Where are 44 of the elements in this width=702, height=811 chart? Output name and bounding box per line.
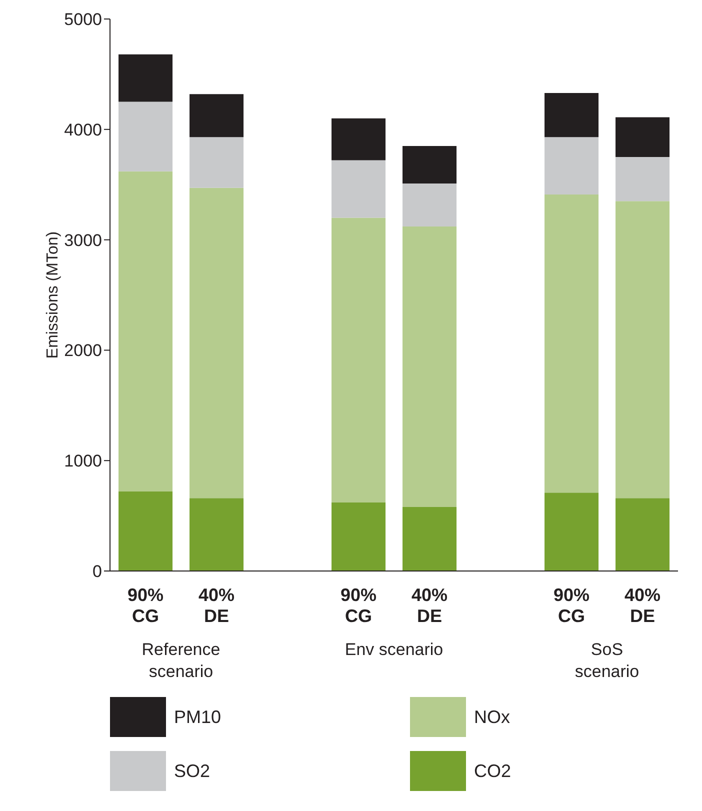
bar	[616, 157, 670, 202]
y-tick-label: 0	[92, 562, 102, 582]
bar	[402, 183, 457, 227]
text: Reference scenario	[140, 639, 222, 683]
bar	[332, 502, 386, 571]
bar	[190, 188, 244, 498]
y-axis-title: Emissions (MTon)	[44, 231, 62, 359]
bar	[118, 492, 173, 571]
y-tick-label: 4000	[64, 120, 102, 140]
bar	[332, 160, 386, 218]
x-tick-label: 90% CG	[127, 585, 164, 626]
text: Env scenario	[344, 639, 444, 661]
bar	[118, 102, 173, 172]
legend-label: SO2	[174, 760, 210, 782]
text: SoS scenario	[574, 639, 640, 683]
bar	[544, 137, 599, 195]
bar	[402, 506, 457, 571]
x-tick-label: 90% CG	[340, 585, 377, 626]
bar	[118, 54, 173, 102]
y-tick-label: 2000	[64, 341, 102, 360]
bar	[544, 194, 599, 493]
x-tick-label: 40% DE	[411, 585, 448, 626]
x-tick-label: 40% DE	[624, 585, 661, 626]
bar	[616, 201, 670, 498]
x-tick-label: 40% DE	[198, 585, 235, 626]
bar	[544, 492, 599, 571]
bar	[332, 118, 386, 160]
bar	[544, 92, 599, 138]
y-tick-label: 5000	[64, 10, 102, 30]
legend-label: CO2	[474, 760, 512, 782]
bar	[332, 218, 386, 503]
bar	[190, 137, 244, 188]
bar	[402, 226, 457, 507]
bar	[402, 146, 457, 184]
legend-label: NOx	[474, 706, 510, 728]
y-tick-label: 3000	[64, 230, 102, 250]
legend-label: PM10	[174, 706, 222, 728]
bar	[616, 498, 670, 571]
bar	[616, 117, 670, 157]
bar	[118, 171, 173, 492]
bar	[190, 94, 244, 138]
y-tick-label: 1000	[64, 452, 102, 471]
bar	[190, 498, 244, 571]
x-tick-label: 90% CG	[553, 585, 590, 626]
